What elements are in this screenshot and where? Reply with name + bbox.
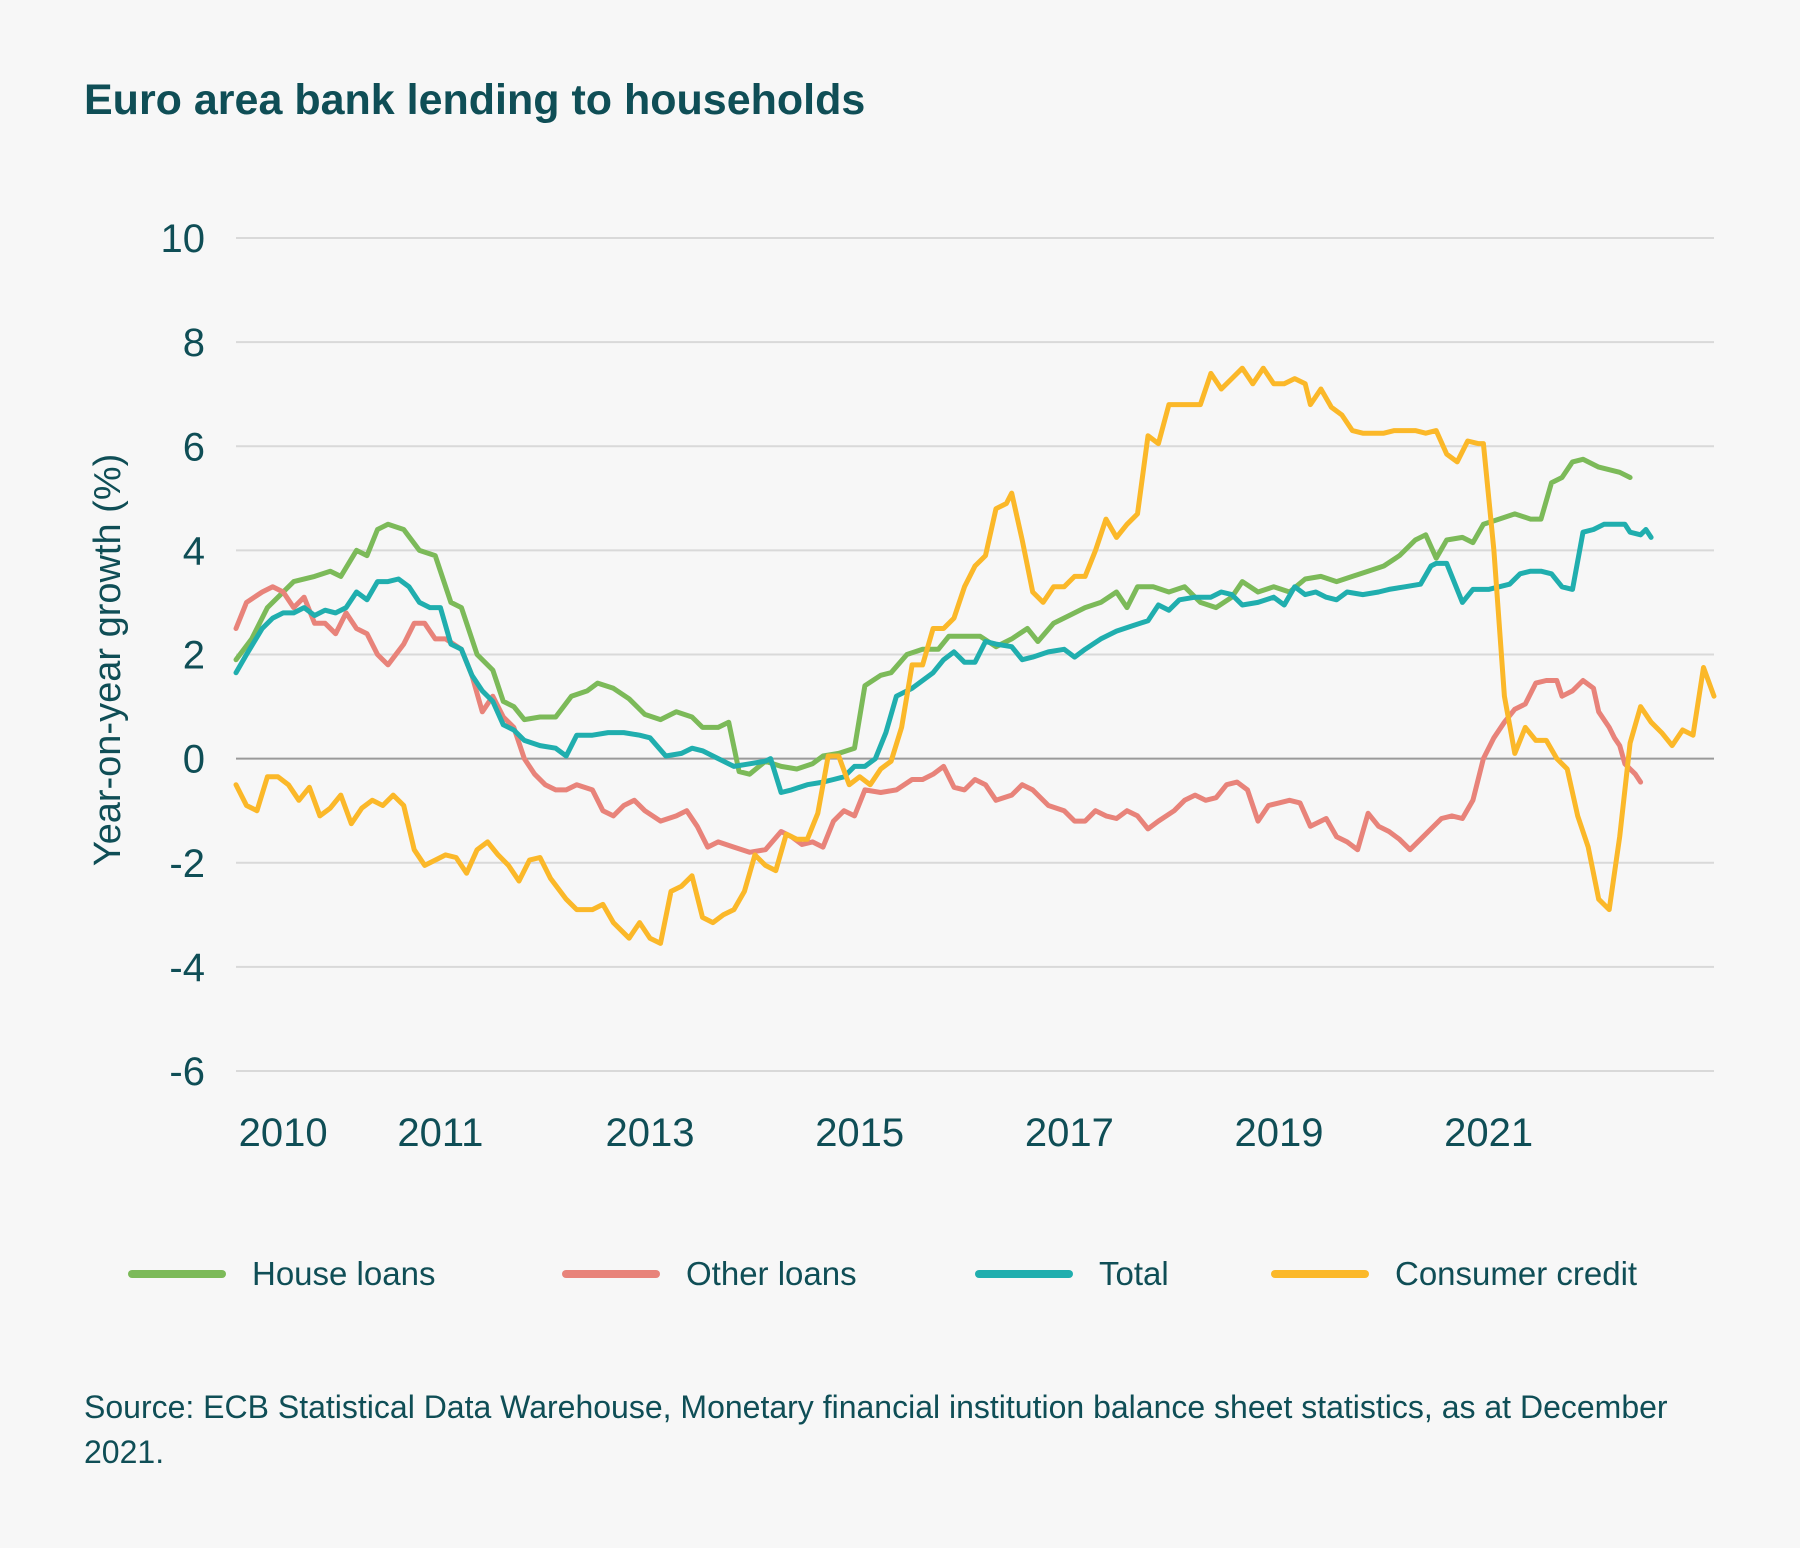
legend-swatch (128, 1270, 226, 1278)
legend-label: House loans (252, 1255, 436, 1292)
legend-item-consumer-credit: Consumer credit (1271, 1252, 1637, 1296)
legend-label: Total (1099, 1255, 1169, 1292)
source-note: Source: ECB Statistical Data Warehouse, … (84, 1389, 1668, 1470)
y-tick-label: -2 (169, 842, 205, 886)
legend-item-other-loans: Other loans (562, 1252, 857, 1296)
legend-item-house-loans: House loans (128, 1252, 435, 1296)
y-axis-title: Year-on-year growth (%) (87, 454, 129, 867)
series-line-other-loans (233, 584, 1644, 855)
y-tick-label: 8 (183, 321, 205, 365)
legend-swatch (975, 1270, 1073, 1278)
series-line-total (233, 521, 1654, 795)
y-tick-label: 2 (183, 634, 205, 678)
x-tick-label: 2010 (239, 1111, 328, 1155)
legend-item-total: Total (975, 1252, 1169, 1296)
y-tick-label: 6 (183, 425, 205, 469)
x-tick-label: 2021 (1444, 1111, 1533, 1155)
y-tick-label: -4 (169, 946, 205, 990)
legend-swatch (1271, 1270, 1369, 1278)
legend-swatch (562, 1270, 660, 1278)
legend-label: Other loans (686, 1255, 857, 1292)
legend: House loans Other loans Total Consumer cred… (0, 1252, 1800, 1296)
x-tick-label: 2015 (815, 1111, 904, 1155)
y-tick-label: 4 (183, 529, 205, 573)
y-tick-label: 0 (183, 738, 205, 782)
y-tick-label: -6 (169, 1050, 205, 1094)
legend-label: Consumer credit (1395, 1255, 1638, 1292)
chart-title: Euro area bank lending to households (84, 76, 866, 124)
x-axis-ticks: 2010 2011 2013 2015 2017 2019 2021 (239, 1111, 1533, 1155)
series-line-consumer-credit (233, 365, 1717, 946)
x-tick-label: 2013 (606, 1111, 695, 1155)
x-tick-label: 2011 (397, 1111, 483, 1155)
series-lines (233, 365, 1717, 946)
series-line-house-loans (233, 456, 1633, 777)
x-tick-label: 2019 (1234, 1111, 1323, 1155)
y-axis-ticks: 10 8 6 4 2 0 -2 -4 -6 (161, 217, 206, 1094)
y-tick-label: 10 (161, 217, 206, 261)
grid-lines (236, 237, 1714, 1072)
x-tick-label: 2017 (1025, 1111, 1114, 1155)
